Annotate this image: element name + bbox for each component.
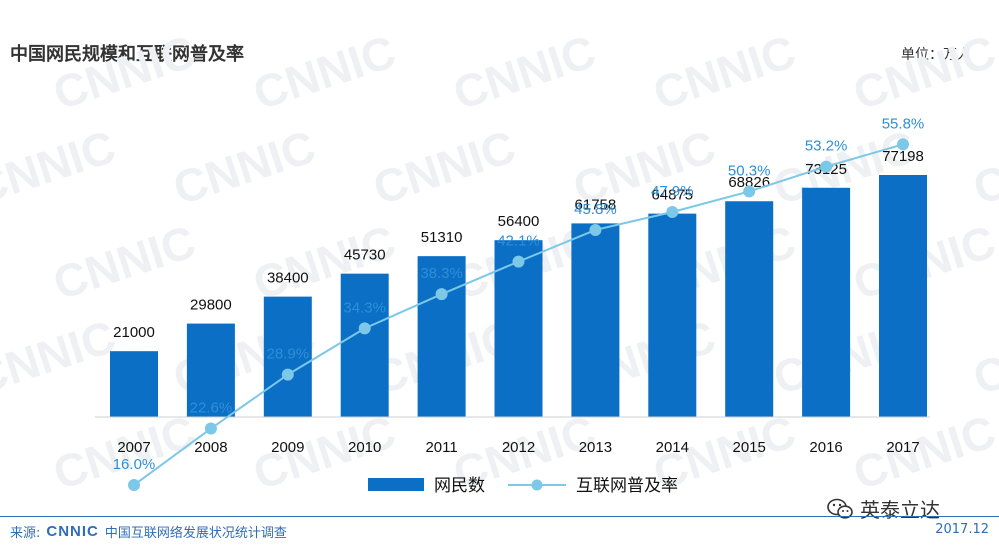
line-label-2010: 34.3%: [343, 299, 386, 316]
line-label-2011: 38.3%: [420, 265, 463, 282]
bar-2010: [340, 273, 389, 417]
wechat-account: 英泰立达: [860, 498, 940, 522]
x-tick-2007: 2007: [117, 439, 150, 456]
bar-label-2010: 45730: [344, 247, 386, 264]
bar-2008: [186, 323, 235, 417]
line-label-2008: 22.6%: [190, 400, 233, 417]
bar-2009: [263, 296, 312, 417]
line-label-2014: 47.9%: [651, 183, 694, 200]
line-point-2014: [666, 205, 679, 218]
bar-label-2011: 51310: [421, 229, 463, 246]
bar-label-2014: 64875: [651, 187, 693, 204]
watermark-text: CNNIC: [367, 120, 522, 214]
bar-2017: [879, 175, 927, 417]
line-point-2016: [820, 160, 833, 173]
line-point-2017: [897, 138, 909, 151]
line-label-2013: 45.8%: [574, 201, 617, 218]
line-point-2011: [435, 288, 448, 301]
watermark-text: CNNIC: [847, 405, 999, 499]
bar-label-2007: 21000: [113, 324, 155, 341]
wechat-icon: [827, 498, 853, 519]
watermark-text: CNNIC: [647, 25, 802, 119]
bar-label-2008: 29800: [190, 297, 232, 314]
bar-label-2015: 68826: [728, 174, 770, 191]
bar-label-2012: 56400: [498, 213, 540, 230]
source-prefix: 来源:: [10, 526, 41, 541]
bar-2015: [725, 201, 774, 417]
x-tick-2016: 2016: [809, 439, 842, 456]
watermark-text: CNNIC: [47, 215, 202, 309]
source-text: 中国互联网络发展状况统计调查: [104, 526, 287, 541]
line-label-2007: 16.0%: [113, 456, 156, 473]
watermark-text: CNNIC: [0, 120, 122, 214]
legend-bar-label: 网民数: [434, 476, 485, 496]
watermark-text: CNNIC: [0, 310, 122, 404]
x-tick-2012: 2012: [502, 439, 535, 456]
x-tick-2009: 2009: [271, 439, 304, 456]
line-label-2017: 55.8%: [882, 115, 925, 132]
line-point-2008: [204, 422, 217, 435]
wechat-watermark: 英泰立达: [826, 494, 940, 523]
line-point-2009: [281, 368, 294, 381]
watermark-text: CNNIC: [247, 25, 402, 119]
bar-2014: [648, 213, 697, 417]
line-point-2012: [512, 255, 525, 268]
line-point-2013: [589, 223, 602, 236]
line-point-2007: [128, 479, 140, 492]
watermark-text: CNNIC: [447, 25, 602, 119]
watermark-text: CNNIC: [47, 25, 202, 119]
x-tick-2008: 2008: [194, 439, 227, 456]
bar-label-2017: 77198: [882, 148, 924, 165]
bar-2013: [571, 223, 620, 417]
bar-2007: [110, 351, 158, 417]
legend-line-label: 互联网普及率: [576, 476, 678, 496]
report-date: 2017.12: [935, 522, 989, 537]
line-label-2015: 50.3%: [728, 162, 771, 179]
x-tick-2011: 2011: [425, 439, 457, 456]
bar-label-2009: 38400: [267, 270, 309, 287]
bar-2016: [802, 187, 851, 417]
line-label-2012: 42.1%: [497, 233, 540, 250]
x-tick-2017: 2017: [886, 439, 919, 456]
cnnic-logo: CNNIC: [46, 523, 99, 540]
chart-title: 中国网民规模和互联网普及率: [10, 44, 244, 65]
bar-2011: [417, 256, 466, 417]
legend-bar-swatch: [368, 478, 424, 491]
footer-divider: [0, 516, 999, 517]
watermark-text: CNNIC: [847, 25, 999, 119]
unit-label: 单位：万人: [901, 47, 971, 63]
x-tick-2015: 2015: [733, 439, 766, 456]
x-tick-2013: 2013: [579, 439, 612, 456]
line-label-2009: 28.9%: [267, 346, 310, 363]
line-point-2010: [358, 322, 371, 335]
bar-2012: [494, 240, 543, 417]
bar-label-2013: 61758: [575, 196, 617, 213]
x-tick-2010: 2010: [348, 439, 381, 456]
watermark-text: CNNIC: [967, 310, 999, 404]
line-point-2015: [743, 185, 756, 198]
x-tick-2014: 2014: [656, 439, 689, 456]
legend-line-marker: [531, 479, 543, 491]
source-line: 来源: CNNIC 中国互联网络发展状况统计调查: [10, 522, 287, 541]
line-label-2016: 53.2%: [805, 138, 848, 155]
watermark-text: CNNIC: [167, 120, 322, 214]
watermark-text: CNNIC: [967, 120, 999, 214]
